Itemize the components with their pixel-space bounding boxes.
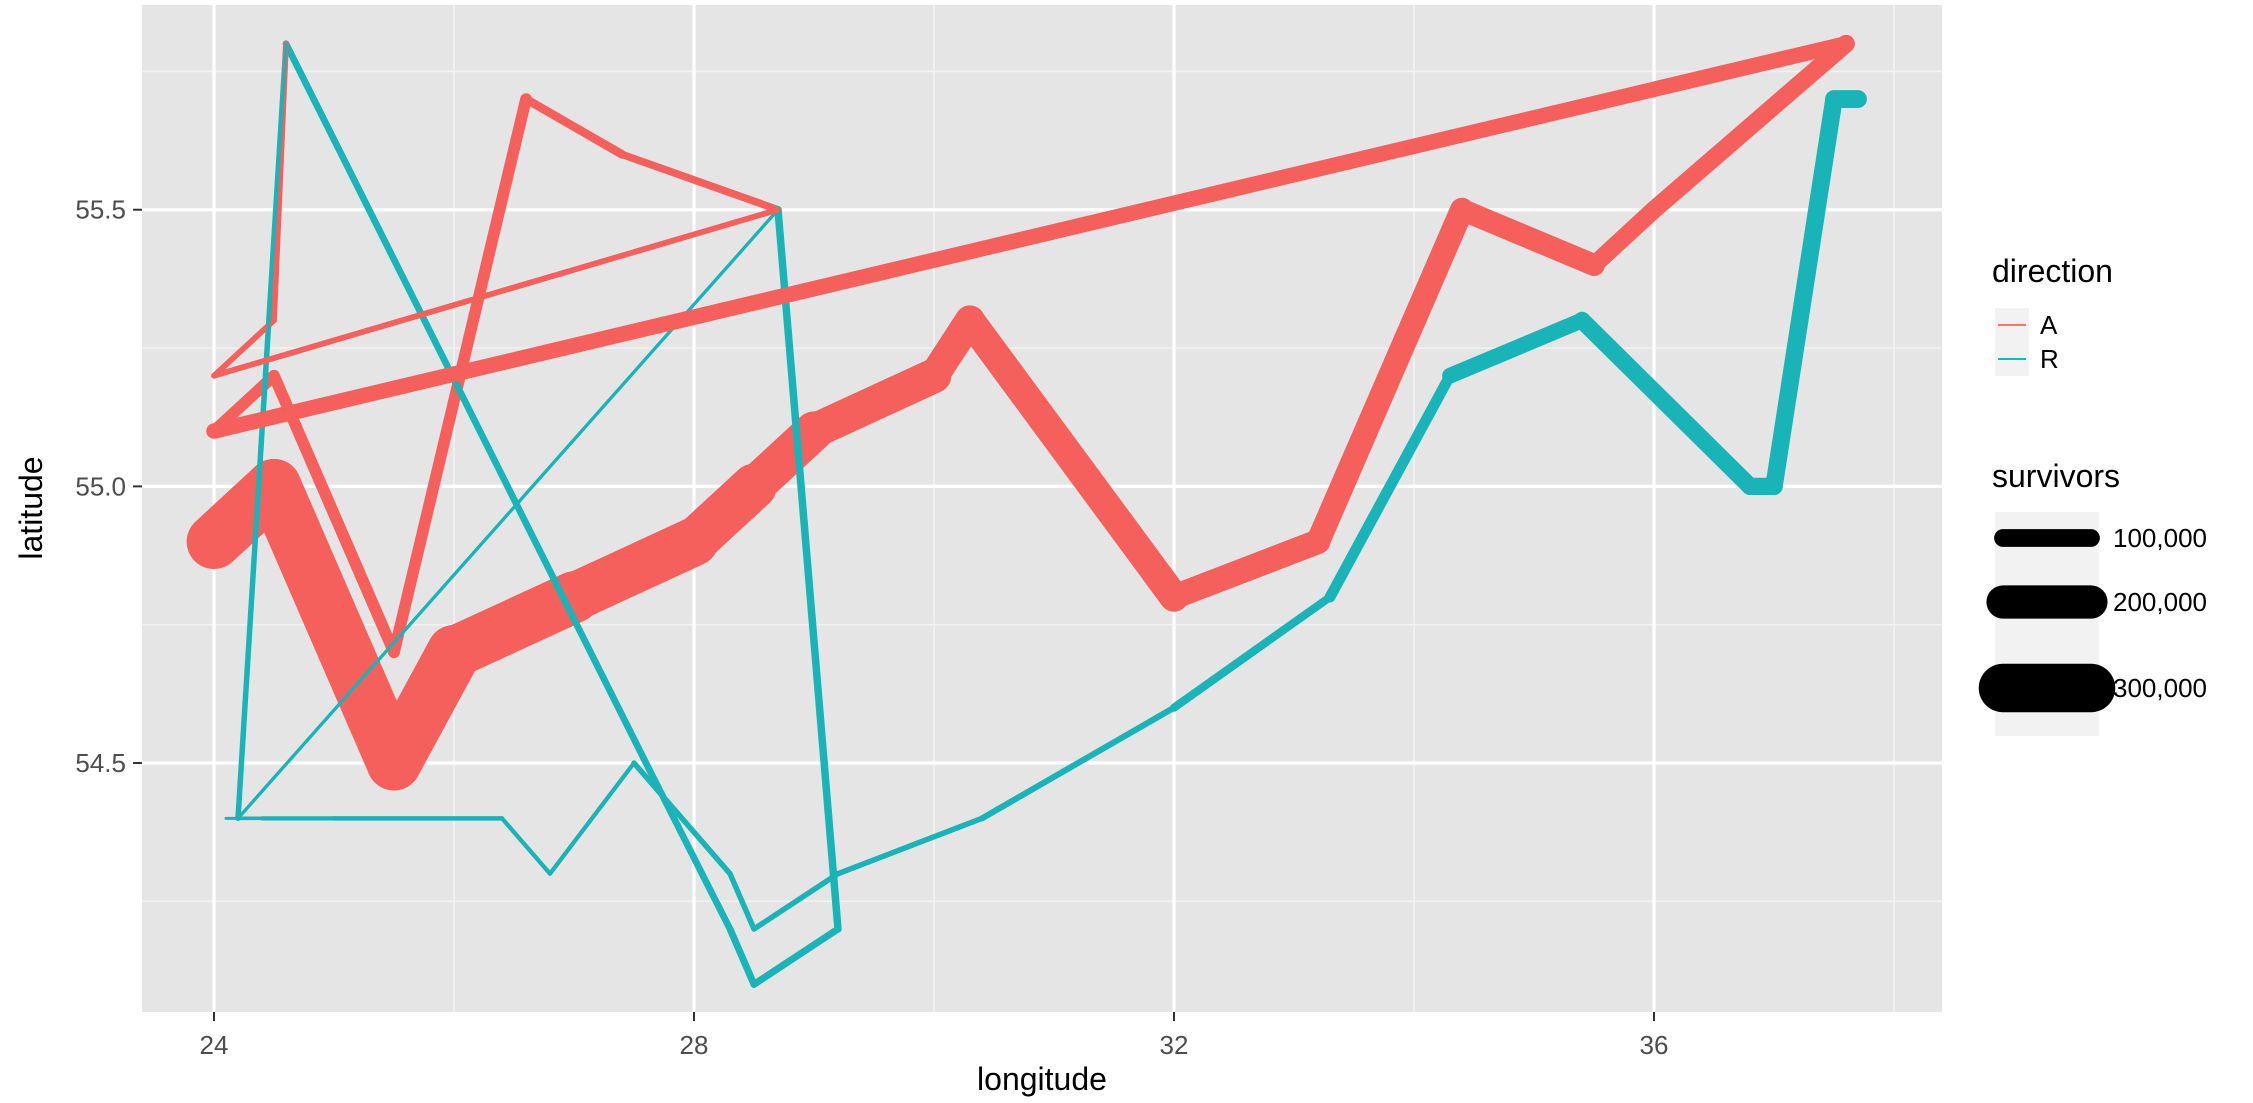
x-tick-label-0: 24	[200, 1030, 229, 1060]
y-tick-label-0: 54.5	[75, 748, 126, 778]
legend-direction-title: direction	[1992, 253, 2113, 289]
plot-panel	[142, 5, 1942, 1012]
path-segment-1-4	[1442, 312, 1590, 384]
legend-direction-keys: AR	[1995, 308, 2059, 376]
series-1-R	[224, 90, 1867, 932]
path-segment-6-0	[206, 35, 1854, 439]
path-segment-3-1	[750, 925, 842, 988]
series-7-A	[211, 206, 781, 379]
path-segment-1-1	[1765, 90, 1843, 496]
path-segment-3-4	[282, 40, 650, 767]
path-segment-1-7	[978, 704, 1178, 822]
path-segment-0-1	[246, 459, 422, 791]
legend-label-A: A	[2040, 310, 2058, 340]
x-axis-title: longitude	[977, 1061, 1107, 1097]
legend-survivors: survivors 100,000 200,000 300,000	[1978, 458, 2207, 736]
path-segment-1-5	[1324, 370, 1456, 603]
path-segment-0-13	[1585, 200, 1663, 274]
path-segment-0-9	[955, 305, 1189, 612]
path-segment-0-10	[1161, 529, 1331, 610]
legend-size-label-2: 300,000	[2113, 673, 2207, 703]
legend-direction: direction AR	[1992, 253, 2113, 376]
path-segment-3-2	[726, 925, 758, 988]
series-0-A	[186, 34, 1855, 791]
path-segment-3-3	[642, 759, 734, 933]
path-segment-1-12	[547, 760, 637, 876]
y-tick-label-1: 55.0	[75, 471, 126, 501]
y-axis-ticks: 54.5 55.0 55.5	[75, 195, 142, 778]
legend-size-label-1: 200,000	[2113, 587, 2207, 617]
path-segment-0-12	[1451, 198, 1605, 277]
y-tick-label-2: 55.5	[75, 195, 126, 225]
x-tick-label-3: 36	[1640, 1030, 1669, 1060]
legend-size-label-0: 100,000	[2113, 523, 2207, 553]
x-tick-label-1: 28	[680, 1030, 709, 1060]
path-segment-0-11	[1306, 197, 1474, 554]
x-axis-ticks: 24 28 32 36	[200, 1012, 1669, 1060]
y-axis-title: latitude	[13, 456, 49, 559]
x-tick-label-2: 32	[1160, 1030, 1189, 1060]
path-segment-3-0	[774, 205, 842, 933]
path-segment-7-0	[211, 206, 781, 379]
path-segment-0-7	[796, 358, 952, 449]
path-segment-4-0	[211, 317, 277, 379]
path-segment-1-10	[727, 870, 757, 932]
path-segment-0-14	[1645, 34, 1855, 219]
path-segment-1-11	[631, 760, 733, 877]
path-segment-5-0	[236, 42, 288, 821]
path-segment-2-3	[521, 94, 627, 159]
path-segment-1-6	[1169, 592, 1335, 712]
path-segment-1-3	[1573, 311, 1759, 495]
series-6-A	[206, 35, 1854, 439]
path-segment-2-1	[268, 369, 400, 659]
path-segment-1-9	[751, 870, 841, 932]
path-segment-2-4	[618, 150, 782, 214]
path-segment-1-8	[835, 815, 985, 877]
legend-survivors-title: survivors	[1992, 458, 2120, 494]
path-segment-1-13	[499, 816, 553, 876]
legend-survivors-keys: 100,000 200,000 300,000	[1978, 512, 2207, 736]
series-paths	[186, 34, 1867, 988]
legend-label-R: R	[2040, 344, 2059, 374]
